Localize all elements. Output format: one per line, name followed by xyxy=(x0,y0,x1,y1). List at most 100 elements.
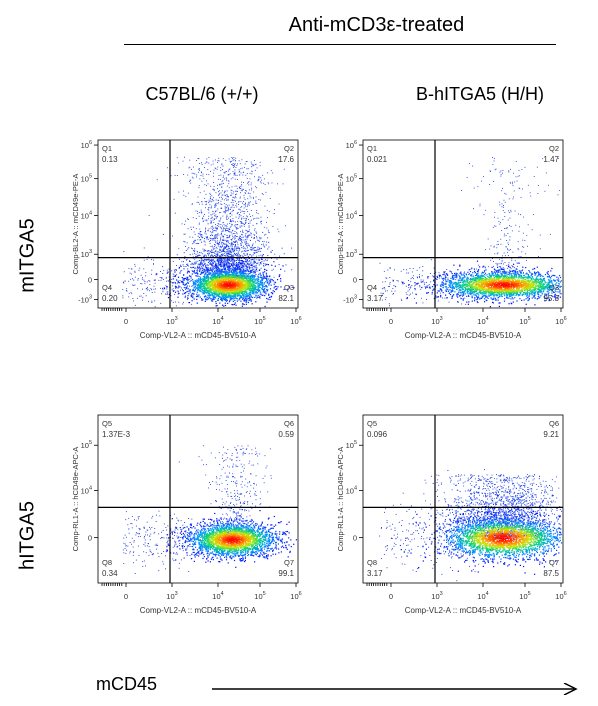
event-dot xyxy=(250,216,251,217)
event-dot xyxy=(176,286,177,288)
event-dot xyxy=(216,294,218,296)
event-dot xyxy=(238,292,240,294)
event-dot xyxy=(220,224,222,225)
event-dot xyxy=(231,274,233,276)
event-dot xyxy=(228,285,230,287)
event-dot xyxy=(248,264,249,266)
event-dot xyxy=(216,275,218,278)
event-dot xyxy=(223,199,225,201)
event-dot xyxy=(222,275,224,277)
event-dot xyxy=(229,280,231,282)
event-dot xyxy=(222,198,223,200)
event-dot xyxy=(234,278,236,280)
event-dot xyxy=(245,287,247,289)
event-dot xyxy=(249,277,252,280)
event-dot xyxy=(195,267,197,269)
event-dot xyxy=(179,272,181,274)
event-dot xyxy=(283,253,285,255)
event-dot xyxy=(259,236,261,238)
event-dot xyxy=(254,291,256,293)
event-dot xyxy=(256,239,258,241)
event-dot xyxy=(225,262,227,264)
event-dot xyxy=(229,289,231,291)
event-dot xyxy=(262,289,265,291)
event-dot xyxy=(220,246,222,247)
event-dot xyxy=(235,268,237,270)
event-dot xyxy=(224,272,226,274)
event-dot xyxy=(159,277,161,278)
event-dot xyxy=(212,219,214,221)
event-dot xyxy=(230,291,232,293)
event-dot xyxy=(214,296,216,298)
event-dot xyxy=(193,240,195,242)
event-dot xyxy=(211,260,213,261)
event-dot xyxy=(187,264,188,266)
event-dot xyxy=(234,293,237,296)
event-dot xyxy=(235,271,237,273)
event-dot xyxy=(209,240,211,242)
event-dot xyxy=(225,271,227,273)
event-dot xyxy=(201,212,203,214)
event-dot xyxy=(241,274,243,276)
event-dot xyxy=(229,212,231,214)
event-dot xyxy=(239,170,241,172)
event-dot xyxy=(237,263,238,265)
event-dot xyxy=(171,300,173,302)
event-dot xyxy=(213,296,215,298)
event-dot xyxy=(262,271,264,273)
event-dot xyxy=(218,194,220,196)
event-dot xyxy=(264,305,266,308)
event-dot xyxy=(234,173,236,175)
event-dot xyxy=(235,236,237,237)
event-dot xyxy=(134,263,136,265)
event-dot xyxy=(267,229,269,231)
event-dot xyxy=(198,212,200,213)
event-dot xyxy=(247,294,249,297)
event-dot xyxy=(246,161,248,162)
event-dot xyxy=(208,290,210,292)
event-dot xyxy=(234,302,236,304)
event-dot xyxy=(238,258,240,260)
event-dot xyxy=(218,157,220,159)
event-dot xyxy=(215,269,217,271)
event-dot xyxy=(228,287,231,289)
event-dot xyxy=(234,284,236,286)
event-dot xyxy=(211,294,213,296)
event-dot xyxy=(266,259,268,261)
event-dot xyxy=(253,272,255,274)
event-dot xyxy=(235,246,237,248)
event-dot xyxy=(241,184,243,186)
event-dot xyxy=(288,285,290,287)
event-dot xyxy=(248,223,249,224)
event-dot xyxy=(228,265,230,266)
event-dot xyxy=(252,291,254,293)
event-dot xyxy=(195,256,197,257)
event-dot xyxy=(214,273,216,275)
event-dot xyxy=(227,279,230,281)
event-dot xyxy=(202,284,204,286)
event-dot xyxy=(232,237,234,239)
event-dot xyxy=(222,278,224,280)
event-dot xyxy=(142,296,144,298)
event-dot xyxy=(176,283,178,285)
event-dot xyxy=(208,157,210,158)
event-dot xyxy=(238,171,240,173)
event-dot xyxy=(192,203,193,205)
event-dot xyxy=(218,268,220,270)
event-dot xyxy=(236,165,238,166)
event-dot xyxy=(197,158,199,159)
event-dot xyxy=(207,287,209,289)
event-dot xyxy=(228,236,230,238)
event-dot xyxy=(237,244,239,246)
event-dot xyxy=(258,250,260,252)
event-dot xyxy=(213,197,214,199)
event-dot xyxy=(239,221,241,222)
event-dot xyxy=(232,229,234,231)
event-dot xyxy=(263,178,265,180)
event-dot xyxy=(212,276,214,278)
event-dot xyxy=(260,199,262,201)
event-dot xyxy=(219,279,221,281)
event-dot xyxy=(260,267,262,269)
event-dot xyxy=(246,236,248,238)
event-dot xyxy=(234,231,236,232)
